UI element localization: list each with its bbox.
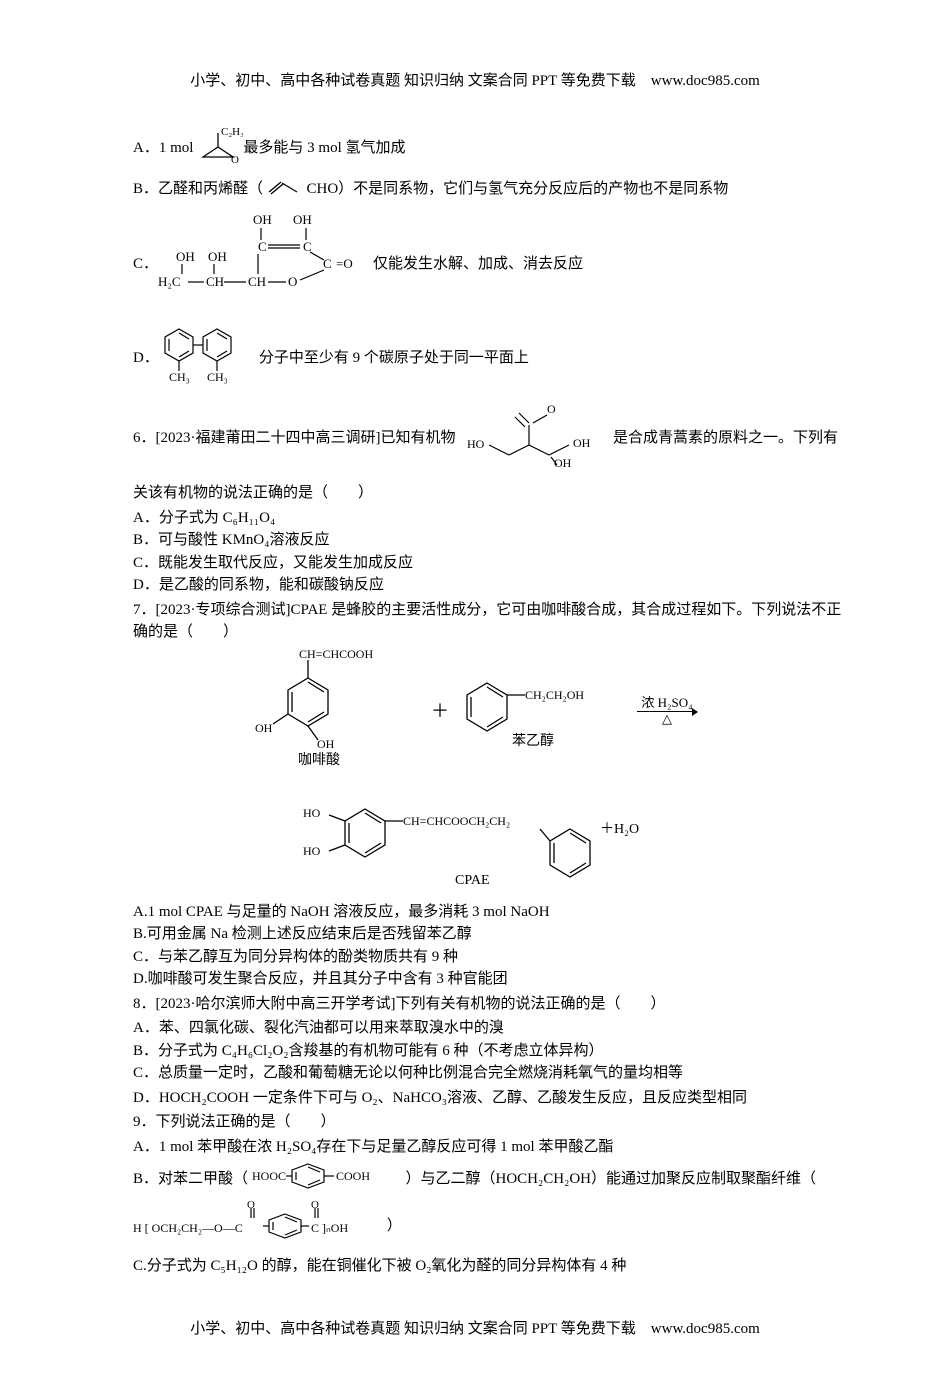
svg-text:咖啡酸: 咖啡酸 xyxy=(298,752,340,768)
q7-stem: 7．[2023·专项综合测试]CPAE 是蜂胶的主要活性成分，它可由咖啡酸合成，… xyxy=(100,599,850,644)
svg-text:OH: OH xyxy=(317,737,335,751)
q9-opt-a: A．1 mol 苯甲酸在浓 H₂SO₄存在下与足量乙醇反应可得 1 mol 苯甲… xyxy=(100,1136,850,1159)
q8-opt-a: A．苯、四氯化碳、裂化汽油都可以用来萃取溴水中的溴 xyxy=(100,1017,850,1040)
biphenyl-structure: CH₃ CH₃ xyxy=(159,323,259,393)
q9-opt-c: C.分子式为 C₅H₁₂O 的醇，能在铜催化下被 O₂氧化为醛的同分异构体有 4… xyxy=(100,1255,850,1278)
oxirane-structure: C₂H₃ O xyxy=(193,123,243,175)
svg-text:C₂H₃: C₂H₃ xyxy=(221,126,243,138)
svg-text:H [ OCH₂CH₂—O—C: H [ OCH₂CH₂—O—C xyxy=(133,1221,243,1235)
svg-text:＋H₂O: ＋H₂O xyxy=(600,822,639,837)
svg-text:H₂C: H₂C xyxy=(158,274,181,289)
svg-text:HO: HO xyxy=(467,437,485,451)
cpae-structure: HO HO CH=CHCOOCH₂CH₂ ＋H₂O CPAE xyxy=(295,779,655,897)
q9-stem: 9．下列说法正确的是（ ） xyxy=(100,1111,850,1134)
svg-text:CPAE: CPAE xyxy=(455,873,490,888)
option-a: A．1 mol C₂H₃ O 最多能与 3 mol 氢气加成 xyxy=(100,123,850,175)
q8-opt-c: C．总质量一定时，乙酸和葡萄糖无论以何种比例混合完全燃烧消耗氧气的量均相等 xyxy=(100,1062,850,1085)
q7-scheme-row2: HO HO CH=CHCOOCH₂CH₂ ＋H₂O CPAE xyxy=(100,779,850,897)
svg-text:CH₂CH₂OH: CH₂CH₂OH xyxy=(525,688,584,702)
option-c: C． H₂C CH CH O OH OH OH OH C C C =O xyxy=(100,206,850,324)
q7-opt-a: A.1 mol CPAE 与足量的 NaOH 溶液反应，最多消耗 3 mol N… xyxy=(100,901,850,924)
q6-opt-c: C．既能发生取代反应，又能发生加成反应 xyxy=(100,552,850,575)
svg-text:OH: OH xyxy=(573,436,591,450)
svg-text:OH: OH xyxy=(208,249,227,264)
footer-banner: 小学、初中、高中各种试卷真题 知识归纳 文案合同 PPT 等免费下载 www.d… xyxy=(100,1318,850,1341)
svg-text:O: O xyxy=(547,402,556,416)
svg-text:O: O xyxy=(231,154,239,166)
svg-text:苯乙醇: 苯乙醇 xyxy=(512,732,554,749)
caffeic-acid-structure: CH=CHCOOH OH OH 咖啡酸 xyxy=(253,648,423,776)
q8-stem: 8．[2023·哈尔滨师大附中高三开学考试]下列有关有机物的说法正确的是（ ） xyxy=(100,993,850,1016)
option-d-tail: 分子中至少有 9 个碳原子处于同一平面上 xyxy=(259,347,529,370)
q6-opt-d: D．是乙酸的同系物，能和碳酸钠反应 xyxy=(100,574,850,597)
option-b-label: B．乙醛和丙烯醛（ xyxy=(133,181,263,197)
vitc-structure: H₂C CH CH O OH OH OH OH C C C =O xyxy=(158,206,358,324)
option-c-label: C． xyxy=(133,253,158,276)
q7-opt-b: B.可用金属 Na 检测上述反应结束后是否残留苯乙醇 xyxy=(100,923,850,946)
svg-text:HO: HO xyxy=(303,844,321,858)
svg-text:CH: CH xyxy=(206,274,224,289)
q7-scheme-row1: CH=CHCOOH OH OH 咖啡酸 ＋ CH₂CH₂OH 苯乙醇 浓 xyxy=(100,648,850,776)
svg-text:C: C xyxy=(323,256,332,271)
q9-opt-b-c: ） xyxy=(387,1218,402,1234)
svg-text:O: O xyxy=(311,1200,319,1211)
q7-opt-d: D.咖啡酸可发生聚合反应，并且其分子中含有 3 种官能团 xyxy=(100,968,850,991)
phenethanol-structure: CH₂CH₂OH 苯乙醇 xyxy=(457,663,637,761)
svg-text:HOOC: HOOC xyxy=(252,1169,286,1183)
reaction-conditions: 浓 H₂SO₄ △ xyxy=(637,696,697,726)
svg-text:O: O xyxy=(247,1200,255,1211)
q8-opt-b: B．分子式为 C₄H₆Cl₂O₂含羧基的有机物可能有 6 种（不考虑立体异构） xyxy=(100,1040,850,1063)
q9-opt-b: B．对苯二甲酸（ HOOC COOH ）与乙二醇（HOCH₂CH₂OH）能通过加… xyxy=(100,1160,850,1253)
option-a-label: A．1 mol xyxy=(133,137,193,160)
terephthalic-acid-structure: HOOC COOH xyxy=(252,1160,402,1200)
svg-text:COOH: COOH xyxy=(336,1169,370,1183)
svg-text:OH: OH xyxy=(293,212,312,227)
svg-text:OH: OH xyxy=(255,721,273,735)
q8-opt-d: D．HOCH₂COOH 一定条件下可与 O₂、NaHCO₃溶液、乙醇、乙酸发生反… xyxy=(100,1087,850,1110)
q6-structure: HO O OH OH xyxy=(459,395,609,483)
svg-text:CH=CHCOOCH₂CH₂: CH=CHCOOCH₂CH₂ xyxy=(403,814,510,828)
option-b: B．乙醛和丙烯醛（ CHO）不是同系物，它们与氢气充分反应后的产物也不是同系物 xyxy=(100,176,850,204)
q6-stem-a: 6．[2023·福建莆田二十四中高三调研]已知有机物 xyxy=(133,430,456,446)
q9-opt-b-a: B．对苯二甲酸（ xyxy=(133,1171,248,1187)
option-d-label: D． xyxy=(133,347,159,370)
header-banner: 小学、初中、高中各种试卷真题 知识归纳 文案合同 PPT 等免费下载 www.d… xyxy=(100,70,850,93)
svg-text:CH=CHCOOH: CH=CHCOOH xyxy=(299,648,373,661)
svg-text:O: O xyxy=(288,274,297,289)
svg-text:CH₃: CH₃ xyxy=(169,370,190,384)
svg-text:CH: CH xyxy=(248,274,266,289)
svg-text:C ]ₙOH: C ]ₙOH xyxy=(311,1221,348,1235)
svg-text:OH: OH xyxy=(554,456,572,470)
option-c-tail: 仅能发生水解、加成、消去反应 xyxy=(358,253,583,276)
polyester-structure: H [ OCH₂CH₂—O—C O C ]ₙOH xyxy=(133,1200,383,1254)
acrolein-structure xyxy=(267,176,303,204)
q7-opt-c: C．与苯乙醇互为同分异构体的酚类物质共有 9 种 xyxy=(100,946,850,969)
svg-text:=O: =O xyxy=(336,256,353,271)
svg-text:OH: OH xyxy=(253,212,272,227)
q6-stem: 6．[2023·福建莆田二十四中高三调研]已知有机物 HO O OH OH xyxy=(100,395,850,505)
option-a-tail: 最多能与 3 mol 氢气加成 xyxy=(243,137,405,160)
q6-opt-b: B．可与酸性 KMnO₄溶液反应 xyxy=(100,529,850,552)
svg-text:CH₃: CH₃ xyxy=(207,370,228,384)
plus-sign: ＋ xyxy=(431,698,449,725)
q6-opt-a: A．分子式为 C₆H₁₁O₄ xyxy=(100,507,850,530)
option-d: D． CH₃ CH₃ 分子中至少有 xyxy=(100,323,850,393)
q9-opt-b-b: ）与乙二醇（HOCH₂CH₂OH）能通过加聚反应制取聚酯纤维（ xyxy=(406,1171,816,1187)
svg-text:OH: OH xyxy=(176,249,195,264)
svg-text:HO: HO xyxy=(303,806,321,820)
svg-text:C: C xyxy=(258,239,267,254)
option-b-tail: CHO）不是同系物，它们与氢气充分反应后的产物也不是同系物 xyxy=(307,181,729,197)
